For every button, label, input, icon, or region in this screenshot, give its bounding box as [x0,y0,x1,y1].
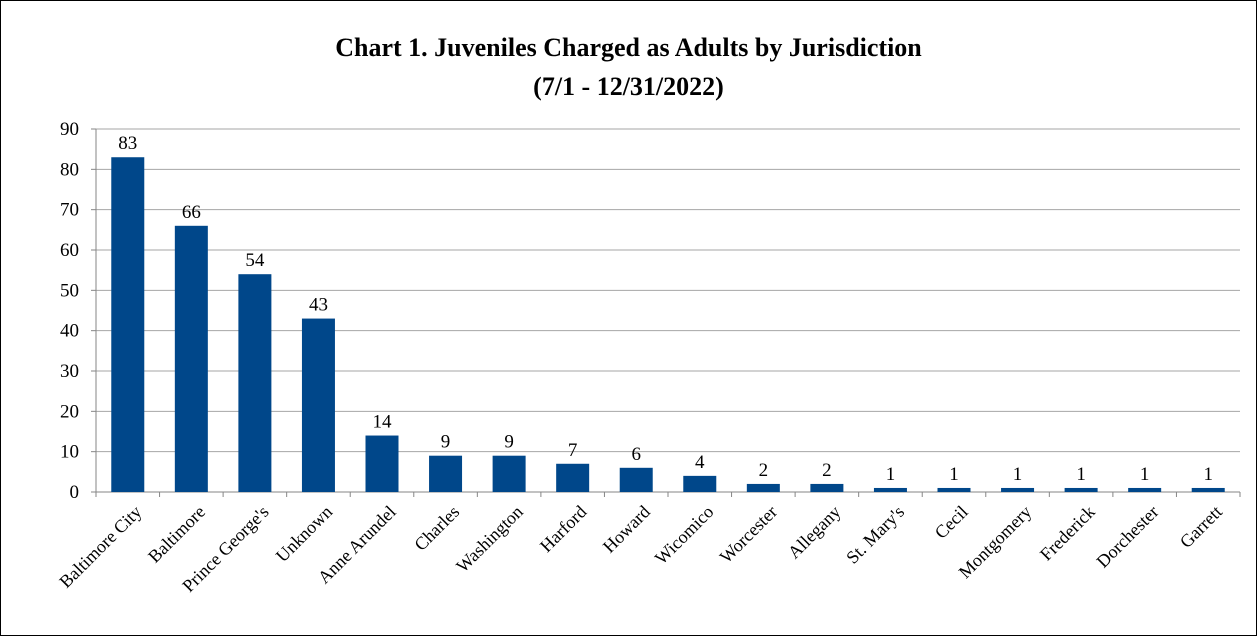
data-label: 1 [886,464,896,485]
y-tick-label: 80 [60,159,79,180]
bar [1191,487,1225,492]
x-tick-label: Cecil [931,502,972,543]
bar [1128,487,1162,492]
bar [365,435,399,492]
y-tick-label: 90 [60,119,79,140]
y-tick-label: 0 [70,482,80,503]
x-tick-label: Howard [599,502,654,557]
data-label: 2 [759,460,769,481]
bar [556,463,590,492]
x-tick-label: Garrett [1176,502,1226,552]
x-tick-label: Baltimore [144,502,209,567]
axes [91,128,1241,497]
data-label: 14 [373,412,393,433]
data-label: 1 [1140,464,1150,485]
bar [174,225,208,493]
bar [429,455,463,492]
bar [937,487,971,492]
gridlines [96,128,1240,453]
bar [746,483,780,492]
x-tick-label: Washington [452,502,527,577]
x-tick-label: Baltimore City [55,502,145,592]
bar [238,274,272,492]
x-tick-label: Wicomico [651,502,718,569]
chart-subtitle: (7/1 - 12/31/2022) [533,72,724,101]
bars [111,157,1225,493]
data-label: 9 [441,432,451,453]
x-tick-label: St. Mary's [842,502,908,568]
data-label: 7 [568,440,578,461]
bar [1001,487,1035,492]
x-tick-label: Harford [536,502,590,556]
data-labels: 83 66 54 43 14 9 9 7 6 4 2 2 1 1 1 1 1 1 [118,133,1213,485]
y-tick-label: 20 [60,401,79,422]
data-label: 2 [822,460,832,481]
x-tick-label: Unknown [272,502,336,566]
x-tick-label: Dorchester [1092,502,1162,572]
bar [873,487,907,492]
x-tick-label: Worcester [716,502,781,567]
bar [683,475,717,492]
bar [1064,487,1098,492]
y-tick-label: 10 [60,442,79,463]
y-tick-labels: 0 10 20 30 40 50 60 70 80 90 [60,119,79,503]
bar [111,157,145,492]
data-label: 1 [1076,464,1086,485]
data-label: 9 [504,432,514,453]
data-label: 6 [631,444,641,465]
y-tick-label: 40 [60,321,79,342]
data-label: 1 [1203,464,1213,485]
data-label: 4 [695,452,705,473]
data-label: 1 [949,464,959,485]
x-tick-label: Frederick [1036,502,1099,565]
data-label: 83 [118,133,137,154]
chart-title: Chart 1. Juveniles Charged as Adults by … [335,33,922,62]
data-label: 66 [182,202,201,223]
y-tick-label: 60 [60,240,79,261]
data-label: 1 [1013,464,1023,485]
y-tick-label: 30 [60,361,79,382]
bar [810,483,844,492]
data-label: 54 [245,250,265,271]
bar [619,467,653,492]
x-tick-label: Charles [410,502,463,555]
bar [301,318,335,492]
y-tick-label: 50 [60,280,79,301]
bar [492,455,526,492]
data-label: 43 [309,295,328,316]
y-tick-label: 70 [60,200,79,221]
x-tick-label: Allegany [784,502,845,563]
